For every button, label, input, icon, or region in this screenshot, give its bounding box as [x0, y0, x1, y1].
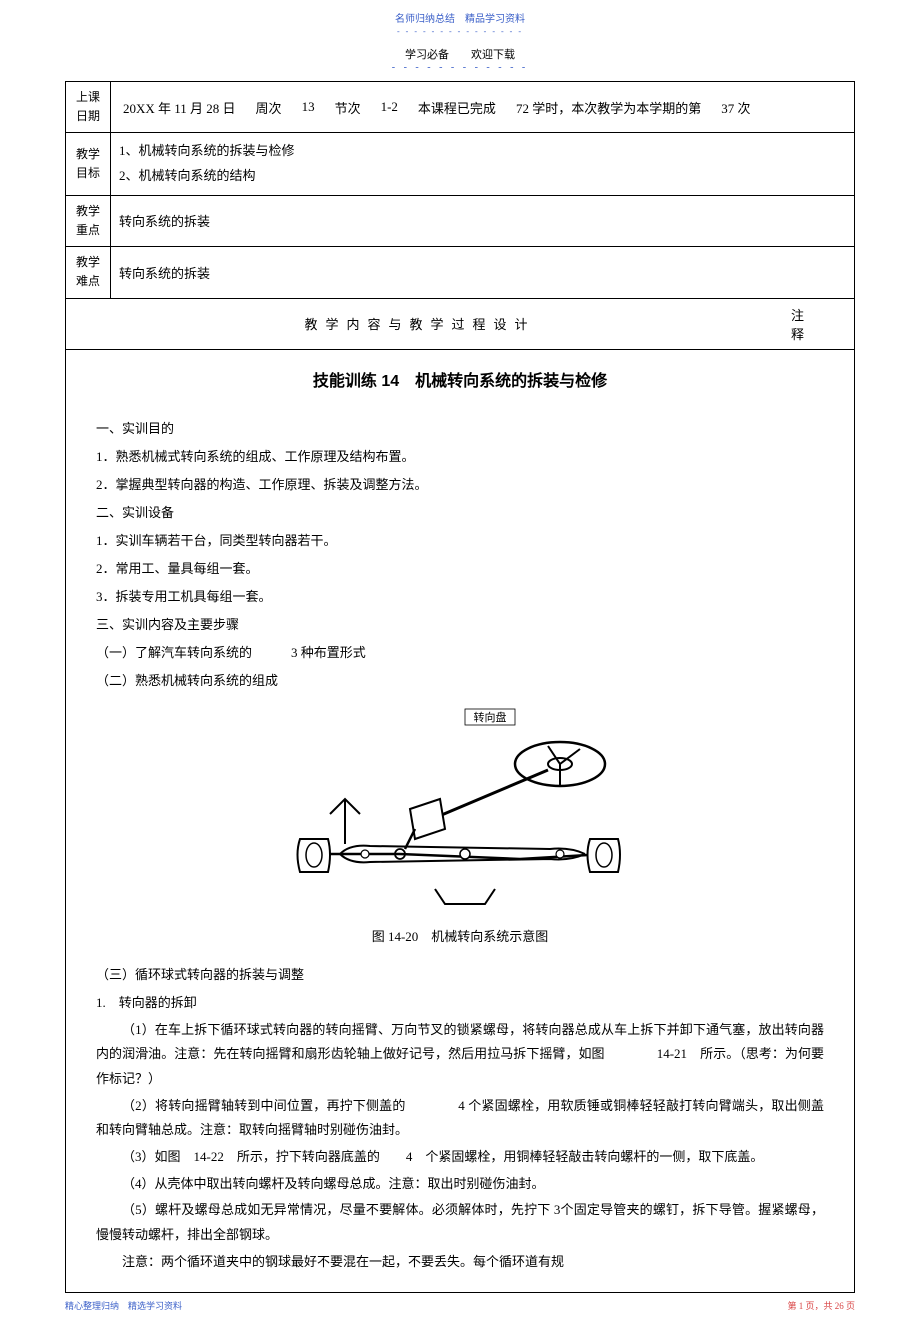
content-cell: 技能训练 14 机械转向系统的拆装与检修 一、实训目的 1．熟悉机械式转向系统的… [66, 349, 855, 1293]
s2-3: 3．拆装专用工机具每组一套。 [96, 584, 824, 610]
goal-line-2: 2、机械转向系统的结构 [119, 164, 846, 189]
footer-left: 精心整理归纳 精选学习资料 [65, 1299, 182, 1312]
steering-diagram: 转向盘 [270, 704, 650, 914]
date-row: 上课日期 20XX 年 11 月 28 日 周次 13 节次 1-2 本课程已完… [66, 82, 855, 133]
goal-cell: 1、机械转向系统的拆装与检修 2、机械转向系统的结构 [111, 133, 855, 195]
s3-title: 三、实训内容及主要步骤 [96, 612, 824, 638]
lesson-plan-table: 上课日期 20XX 年 11 月 28 日 周次 13 节次 1-2 本课程已完… [65, 81, 855, 1293]
key-label: 教学重点 [66, 195, 111, 246]
s3-1: （一）了解汽车转向系统的 3 种布置形式 [96, 640, 824, 666]
date-value: 20XX 年 11 月 28 日 [123, 98, 236, 117]
s2-title: 二、实训设备 [96, 500, 824, 526]
course-done-count: 37 次 [721, 98, 750, 117]
p2: （2）将转向摇臂轴转到中间位置，再拧下侧盖的 4 个紧固螺栓，用软质锤或铜棒轻轻… [96, 1094, 824, 1143]
p3: （3）如图 14-22 所示，拧下转向器底盖的 4 个紧固螺栓，用铜棒轻轻敲击转… [96, 1145, 824, 1170]
fig-caption: 图 14-20 机械转向系统示意图 [96, 924, 824, 950]
s1-1: 1．熟悉机械式转向系统的组成、工作原理及结构布置。 [96, 444, 824, 470]
key-value: 转向系统的拆装 [111, 195, 855, 246]
goal-label: 教学目标 [66, 133, 111, 195]
s2-1: 1．实训车辆若干台，同类型转向器若干。 [96, 528, 824, 554]
s2-2: 2．常用工、量具每组一套。 [96, 556, 824, 582]
p1: （1）在车上拆下循环球式转向器的转向摇臂、万向节叉的锁紧螺母，将转向器总成从车上… [96, 1018, 824, 1092]
diff-row: 教学难点 转向系统的拆装 [66, 247, 855, 298]
header-dashes: - - - - - - - - - - - - [0, 62, 920, 73]
week-value: 13 [302, 99, 315, 115]
s3-2: （二）熟悉机械转向系统的组成 [96, 668, 824, 694]
period-value: 1-2 [381, 99, 398, 115]
date-label: 上课日期 [66, 82, 111, 133]
period-label: 节次 [335, 98, 361, 117]
p4: （4）从壳体中取出转向螺杆及转向螺母总成。注意：取出时别碰伤油封。 [96, 1172, 824, 1197]
note-header: 注释 [774, 299, 854, 349]
s3-3: （三）循环球式转向器的拆装与调整 [96, 962, 824, 988]
course-done-hours: 72 学时，本次教学为本学期的第 [516, 98, 701, 117]
course-done-prefix: 本课程已完成 [418, 98, 496, 117]
diagram-label: 转向盘 [474, 710, 507, 724]
diff-value: 转向系统的拆装 [111, 247, 855, 298]
s1-2: 2．掌握典型转向器的构造、工作原理、拆装及调整方法。 [96, 472, 824, 498]
section-header: 教学内容与教学过程设计 [66, 299, 774, 349]
diagram-box: 转向盘 [96, 704, 824, 914]
p6: 注意：两个循环道夹中的钢球最好不要混在一起，不要丢失。每个循环道有规 [96, 1250, 824, 1275]
header-top-text: 名师归纳总结 精品学习资料 [0, 10, 920, 25]
section-header-row: 教学内容与教学过程设计 注释 [66, 298, 855, 349]
goal-line-1: 1、机械转向系统的拆装与检修 [119, 139, 846, 164]
p5: （5）螺杆及螺母总成如无异常情况，尽量不要解体。必须解体时，先拧下 3个固定导管… [96, 1198, 824, 1247]
footer-right: 第 1 页，共 26 页 [787, 1299, 855, 1312]
diff-label: 教学难点 [66, 247, 111, 298]
header-dots: - - - - - - - - - - - - - - - [0, 27, 920, 36]
date-info-cell: 20XX 年 11 月 28 日 周次 13 节次 1-2 本课程已完成 72 … [111, 82, 855, 133]
main-title: 技能训练 14 机械转向系统的拆装与检修 [96, 366, 824, 398]
sub-header: 学习必备 欢迎下载 [0, 46, 920, 62]
goal-row: 教学目标 1、机械转向系统的拆装与检修 2、机械转向系统的结构 [66, 133, 855, 195]
s3-3-1: 1. 转向器的拆卸 [96, 990, 824, 1016]
s1-title: 一、实训目的 [96, 416, 824, 442]
week-label: 周次 [256, 98, 282, 117]
footer: 精心整理归纳 精选学习资料 第 1 页，共 26 页 [65, 1299, 855, 1312]
content-row: 技能训练 14 机械转向系统的拆装与检修 一、实训目的 1．熟悉机械式转向系统的… [66, 349, 855, 1293]
key-row: 教学重点 转向系统的拆装 [66, 195, 855, 246]
